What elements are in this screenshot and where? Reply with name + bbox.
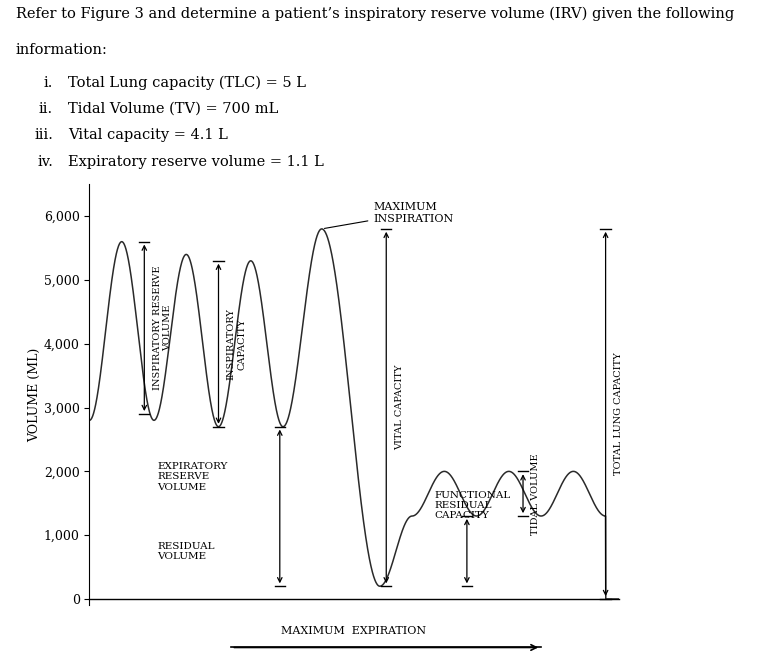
Text: i.: i.: [44, 76, 53, 89]
Text: MAXIMUM
INSPIRATION: MAXIMUM INSPIRATION: [324, 202, 454, 228]
Text: Total Lung capacity (TLC) = 5 L: Total Lung capacity (TLC) = 5 L: [68, 76, 306, 90]
Text: ii.: ii.: [39, 102, 53, 116]
Text: VITAL CAPACITY: VITAL CAPACITY: [394, 365, 404, 450]
Text: RESIDUAL
VOLUME: RESIDUAL VOLUME: [157, 542, 215, 561]
Text: iv.: iv.: [37, 155, 53, 168]
Text: Tidal Volume (TV) = 700 mL: Tidal Volume (TV) = 700 mL: [68, 102, 279, 116]
Text: INSPIRATORY RESERVE
VOLUME: INSPIRATORY RESERVE VOLUME: [152, 266, 172, 390]
Text: EXPIRATORY
RESERVE
VOLUME: EXPIRATORY RESERVE VOLUME: [157, 462, 228, 492]
Text: information:: information:: [16, 43, 107, 57]
Text: Expiratory reserve volume = 1.1 L: Expiratory reserve volume = 1.1 L: [68, 155, 324, 168]
Text: iii.: iii.: [34, 128, 53, 142]
Text: MAXIMUM  EXPIRATION: MAXIMUM EXPIRATION: [282, 626, 426, 636]
Text: INSPIRATORY
CAPACITY: INSPIRATORY CAPACITY: [227, 308, 247, 380]
Text: FUNCTIONAL
RESIDUAL
CAPACITY: FUNCTIONAL RESIDUAL CAPACITY: [435, 490, 511, 520]
Text: TIDAL VOLUME: TIDAL VOLUME: [531, 453, 541, 534]
Text: TOTAL LUNG CAPACITY: TOTAL LUNG CAPACITY: [614, 353, 623, 475]
Text: Vital capacity = 4.1 L: Vital capacity = 4.1 L: [68, 128, 228, 142]
Text: Refer to Figure 3 and determine a patient’s inspiratory reserve volume (IRV) giv: Refer to Figure 3 and determine a patien…: [16, 7, 734, 21]
Y-axis label: VOLUME (ML): VOLUME (ML): [28, 347, 41, 442]
